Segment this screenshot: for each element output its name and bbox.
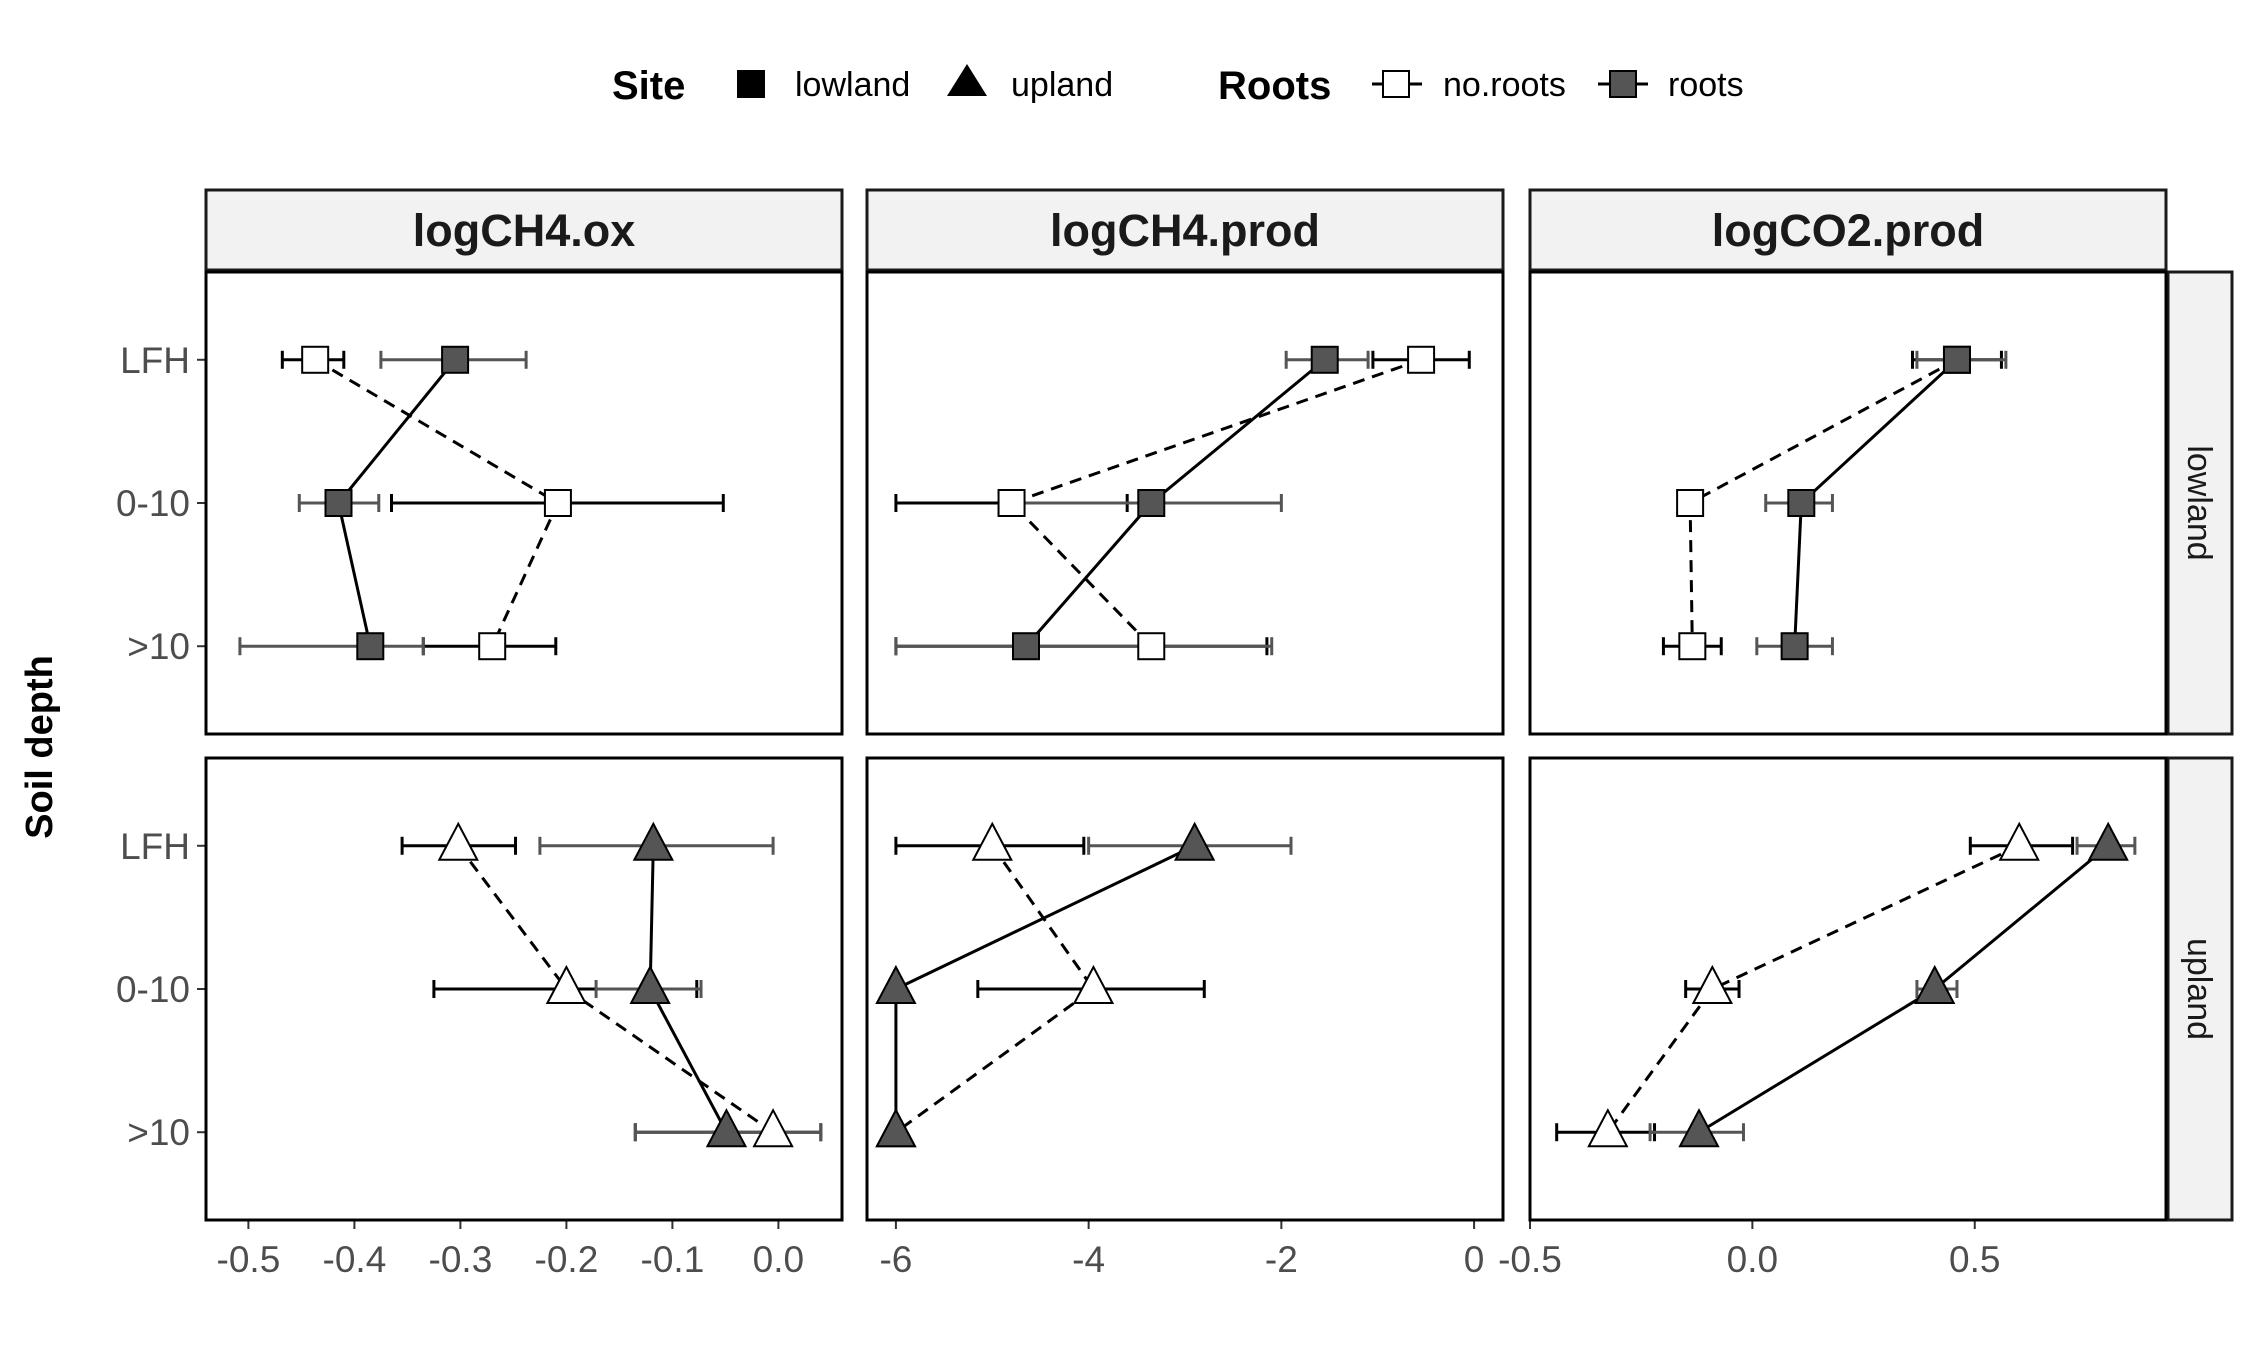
strip-top-logCH4.ox xyxy=(204,188,844,272)
data-point-no.roots-lowland xyxy=(1678,632,1707,661)
strip-top-logCH4.prod xyxy=(865,188,1505,272)
y-tick-label: >10 xyxy=(127,626,190,667)
data-point-roots-upland xyxy=(705,1108,748,1148)
y-tick-label: LFH xyxy=(120,340,190,381)
panel-border xyxy=(204,756,844,1222)
data-point-no.roots-lowland xyxy=(1407,345,1436,374)
legend-no-roots-label: no.roots xyxy=(1443,66,1566,104)
data-point-roots-upland xyxy=(1173,821,1216,861)
data-point-roots-upland xyxy=(1678,1108,1720,1148)
legend-no-roots-square-icon xyxy=(1382,70,1410,98)
data-point-no.roots-lowland xyxy=(1676,489,1705,517)
legend: Site lowland upland Roots no.roots roots xyxy=(612,64,1744,108)
data-point-roots-lowland xyxy=(1780,632,1809,661)
x-tick-label: -0.4 xyxy=(323,1239,387,1280)
x-tick-label: 0.5 xyxy=(1949,1239,2000,1280)
y-axis-title: Soil depth xyxy=(19,655,61,839)
y-tick-label: 0-10 xyxy=(116,483,190,524)
x-tick-label: -0.5 xyxy=(217,1239,281,1280)
data-point-roots-lowland xyxy=(1942,345,1971,374)
data-point-roots-lowland xyxy=(1012,632,1040,661)
data-point-roots-lowland xyxy=(324,489,353,517)
panels-layer: logCH4.ox logCH4.prod logCO2.prod lowland up… xyxy=(116,188,2234,1280)
y-tick-label: LFH xyxy=(120,826,190,867)
panel-border xyxy=(1528,756,2168,1222)
series-line-no.roots xyxy=(457,844,774,1134)
legend-roots-title: Roots xyxy=(1218,64,1331,108)
x-tick-label: -0.1 xyxy=(641,1239,705,1280)
data-point-roots-upland xyxy=(1914,964,1956,1004)
legend-lowland-label: lowland xyxy=(795,66,910,104)
strip-top-label-logCH4.ox: logCH4.ox xyxy=(413,205,636,256)
y-tick-label: >10 xyxy=(127,1112,190,1153)
data-point-roots-upland xyxy=(629,964,671,1004)
legend-upland-label: upland xyxy=(1011,66,1113,104)
data-point-roots-upland xyxy=(632,821,674,861)
panel-border xyxy=(865,756,1505,1222)
data-point-no.roots-upland xyxy=(545,964,588,1004)
panel-border xyxy=(865,270,1505,736)
data-point-no.roots-upland xyxy=(1691,964,1734,1004)
data-point-no.roots-upland xyxy=(752,1108,794,1148)
data-point-no.roots-upland xyxy=(1998,821,2040,861)
data-point-roots-upland xyxy=(2087,821,2129,861)
data-point-no.roots-upland xyxy=(1072,964,1115,1004)
x-tick-label: -0.3 xyxy=(429,1239,493,1280)
legend-site-title: Site xyxy=(612,64,685,108)
data-point-no.roots-lowland xyxy=(1137,632,1166,661)
x-tick-label: 0 xyxy=(1464,1239,1485,1280)
panel-border xyxy=(1528,270,2168,736)
data-point-no.roots-lowland xyxy=(478,632,507,661)
strip-right-lowland xyxy=(2166,270,2234,736)
data-point-roots-lowland xyxy=(356,632,385,661)
panel-border xyxy=(204,270,844,736)
legend-roots-square-icon xyxy=(1609,70,1637,98)
strip-top-label-logCH4.prod: logCH4.prod xyxy=(1050,205,1320,256)
strip-top-label-logCO2.prod: logCO2.prod xyxy=(1712,205,1984,256)
legend-roots-label: roots xyxy=(1668,66,1744,104)
x-tick-label: -2 xyxy=(1265,1239,1298,1280)
strip-right-label-upland: upland xyxy=(2180,938,2218,1040)
data-point-no.roots-lowland xyxy=(997,489,1026,517)
strip-right-upland xyxy=(2166,756,2234,1222)
data-point-roots-lowland xyxy=(1137,489,1166,517)
data-point-no.roots-lowland xyxy=(543,489,572,517)
data-point-roots-upland xyxy=(875,1108,917,1148)
data-point-roots-lowland xyxy=(1787,489,1816,517)
x-tick-label: -0.2 xyxy=(535,1239,599,1280)
y-tick-label: 0-10 xyxy=(116,969,190,1010)
panel-background xyxy=(1530,758,2166,1220)
x-tick-label: 0.0 xyxy=(753,1239,804,1280)
panel-background xyxy=(1530,272,2166,734)
x-tick-label: -4 xyxy=(1072,1239,1105,1280)
data-point-roots-lowland xyxy=(1310,345,1339,374)
x-tick-label: -0.5 xyxy=(1498,1239,1562,1280)
data-point-no.roots-upland xyxy=(971,821,1013,861)
data-point-no.roots-upland xyxy=(437,821,479,861)
x-tick-label: 0.0 xyxy=(1727,1239,1778,1280)
legend-upland-triangle-icon xyxy=(947,64,987,96)
strip-right-label-lowland: lowland xyxy=(2180,445,2218,560)
data-point-no.roots-lowland xyxy=(301,345,330,374)
strip-top-logCO2.prod xyxy=(1528,188,2168,272)
series-line-no.roots xyxy=(1008,358,1422,648)
x-tick-label: -6 xyxy=(879,1239,912,1280)
data-point-roots-lowland xyxy=(441,345,470,374)
data-point-roots-upland xyxy=(875,964,917,1004)
legend-lowland-square-icon xyxy=(737,70,765,98)
data-point-no.roots-upland xyxy=(1587,1108,1629,1148)
